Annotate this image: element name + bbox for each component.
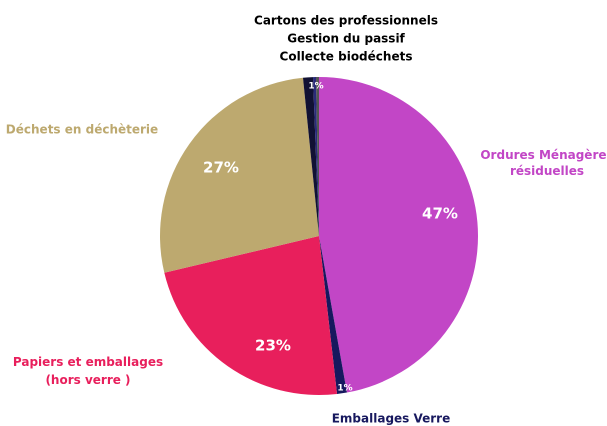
pie-slice [319,236,347,394]
pie-slice [312,77,319,236]
category-label: Ordures Ménagères résiduelles [480,148,607,178]
value-label: 27% [203,159,239,177]
category-label: Cartons des professionnels [254,14,438,28]
category-label: Déchets en déchèterie [6,123,158,137]
value-label: 1% [308,82,323,92]
value-label: 47% [422,205,458,223]
pie-slice [302,77,319,236]
category-label: Emballages Verre [332,412,451,426]
pie-slice [159,77,319,273]
value-label: 23% [255,337,291,355]
category-label: Collecte biodéchets [280,50,413,64]
pie-slice [164,236,338,396]
pie-slice [319,77,478,393]
pie-slice [315,77,319,236]
value-label: 1% [337,384,352,394]
category-label: Papiers et emballages (hors verre ) [13,355,163,387]
category-label: Gestion du passif [287,32,405,46]
